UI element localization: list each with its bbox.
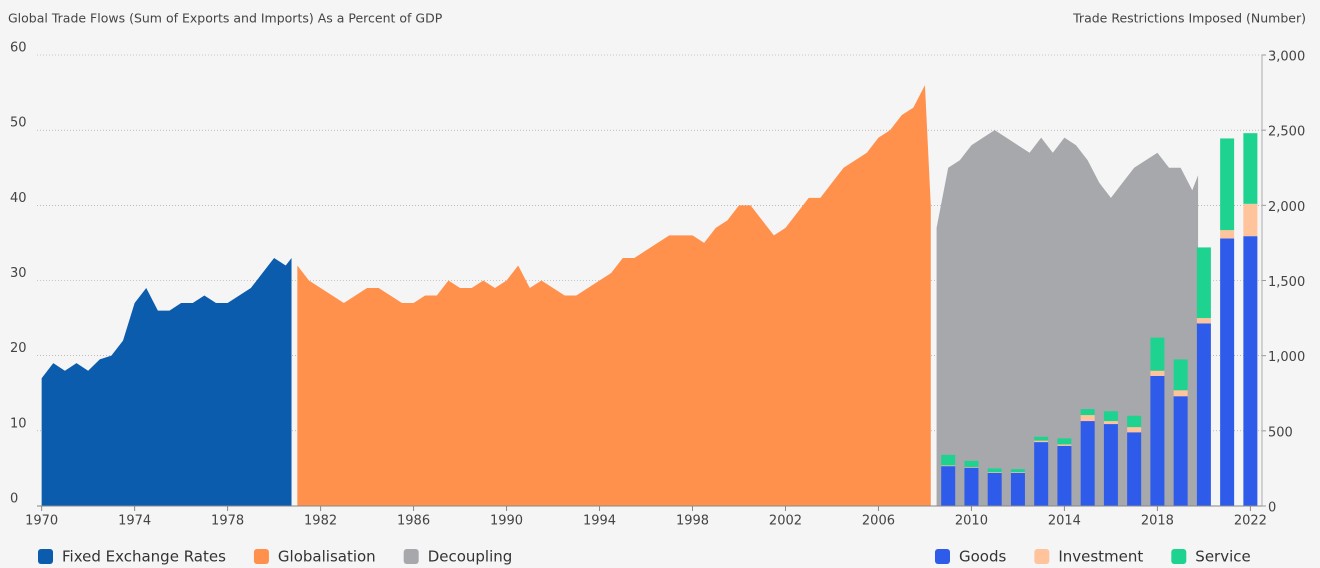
x-tick-label: 2006 (862, 514, 895, 529)
y2-tick-label: 1,500 (1268, 275, 1305, 290)
y2-axis-title: Trade Restrictions Imposed (Number) (1072, 11, 1306, 26)
bar (1010, 472, 1025, 473)
bar (1220, 138, 1235, 231)
x-tick-label: 1974 (118, 514, 151, 529)
y-axis-title: Global Trade Flows (Sum of Exports and I… (8, 11, 443, 26)
bar (964, 466, 979, 468)
bar (1196, 323, 1211, 506)
legend-label: Decoupling (428, 548, 513, 566)
bar (1173, 390, 1188, 397)
bar (1057, 438, 1072, 445)
bar (1010, 472, 1025, 506)
y2-tick-label: 2,500 (1268, 125, 1305, 140)
bar (1127, 415, 1142, 428)
area (297, 85, 931, 507)
x-tick-label: 1982 (304, 514, 337, 529)
x-tick-label: 1978 (211, 514, 244, 529)
x-tick-label: 1990 (490, 514, 523, 529)
bar (1034, 442, 1049, 506)
x-tick-label: 1970 (25, 514, 58, 529)
legend-label: Investment (1058, 548, 1143, 566)
y-tick-label: 30 (10, 266, 27, 281)
bar (1080, 421, 1095, 506)
legend-label: Goods (959, 548, 1006, 566)
legend-label: Fixed Exchange Rates (62, 548, 226, 566)
legend-swatch (403, 549, 419, 564)
y2-tick-label: 0 (1268, 501, 1276, 516)
bar (1196, 247, 1211, 319)
y-tick-label: 40 (10, 191, 27, 206)
y2-tick-label: 3,000 (1268, 50, 1305, 65)
bar (1196, 318, 1211, 324)
bar (1243, 236, 1258, 506)
bar (1150, 375, 1165, 506)
bar (1150, 337, 1165, 371)
x-tick-label: 2002 (769, 514, 802, 529)
y-tick-label: 50 (10, 116, 27, 131)
bar (1034, 440, 1049, 443)
bar (1220, 238, 1235, 506)
bar (941, 465, 956, 467)
legend-label: Service (1195, 548, 1250, 566)
bar (1243, 203, 1258, 237)
legend-label: Globalisation (278, 548, 376, 566)
bar (1220, 230, 1235, 239)
bar (987, 472, 1002, 506)
x-tick-label: 2014 (1048, 514, 1081, 529)
bar (1057, 445, 1072, 506)
x-tick-label: 2010 (955, 514, 988, 529)
y-tick-label: 60 (10, 41, 27, 56)
legend-swatch (1034, 549, 1050, 564)
bar (964, 467, 979, 506)
legend-swatch (935, 549, 950, 564)
legend-swatch (1171, 549, 1187, 564)
bar (1243, 133, 1258, 204)
bar (941, 466, 956, 506)
bar (1010, 469, 1025, 473)
y-tick-label: 0 (10, 492, 18, 507)
bar (1173, 396, 1188, 506)
y-tick-label: 10 (10, 416, 27, 431)
area (41, 257, 292, 506)
bar (1173, 359, 1188, 391)
x-tick-label: 2022 (1234, 514, 1267, 529)
bar (1127, 427, 1142, 433)
bar (941, 454, 956, 466)
area (936, 130, 1199, 506)
bar (1103, 411, 1118, 422)
bar (1034, 436, 1049, 441)
bar (1080, 415, 1095, 422)
bar (1103, 424, 1118, 506)
bar (1080, 409, 1095, 416)
x-tick-label: 1994 (583, 514, 616, 529)
bar (987, 468, 1002, 473)
legend-swatch (253, 549, 269, 564)
bar (964, 460, 979, 467)
x-tick-label: 1986 (397, 514, 430, 529)
bar (1127, 432, 1142, 506)
bar (1103, 421, 1118, 425)
y2-tick-label: 2,000 (1268, 200, 1305, 215)
x-tick-label: 2018 (1141, 514, 1174, 529)
bar (1057, 444, 1072, 446)
bar (1150, 370, 1165, 376)
x-tick-label: 1998 (676, 514, 709, 529)
y2-tick-label: 1,000 (1268, 350, 1305, 365)
y2-tick-label: 500 (1268, 425, 1293, 440)
legend-swatch (38, 549, 53, 564)
y-tick-label: 20 (10, 341, 27, 356)
bar (987, 472, 1002, 473)
